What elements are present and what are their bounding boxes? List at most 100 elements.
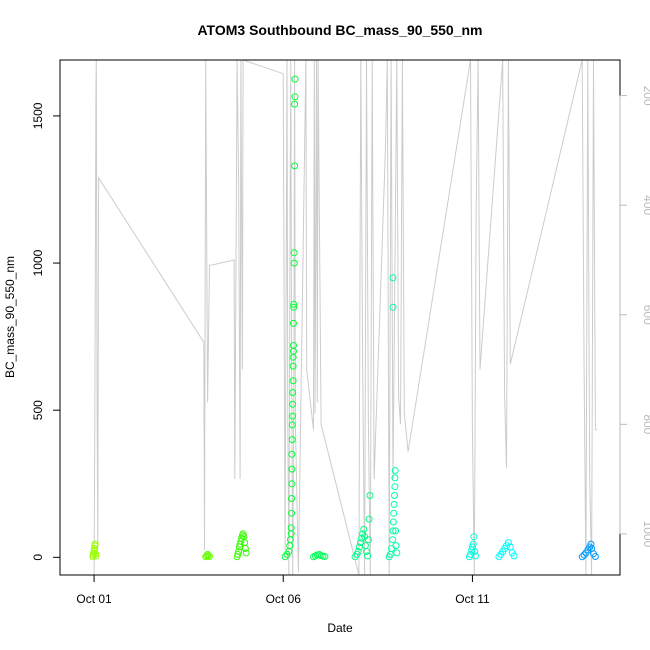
data-series bbox=[385, 274, 401, 561]
data-point bbox=[389, 303, 397, 311]
x-axis: Oct 01 Oct 06 Oct 11 bbox=[76, 574, 490, 606]
data-point bbox=[291, 100, 299, 108]
data-point bbox=[470, 533, 478, 541]
altitude-trace bbox=[93, 60, 598, 575]
data-point bbox=[289, 377, 297, 385]
data-point bbox=[389, 518, 397, 526]
y2-tick-label: 400 bbox=[641, 195, 650, 215]
data-point bbox=[364, 552, 372, 560]
data-series bbox=[233, 530, 250, 561]
data-point bbox=[390, 509, 398, 517]
data-point bbox=[290, 259, 298, 267]
data-point bbox=[287, 524, 295, 532]
data-point bbox=[288, 480, 296, 488]
y-tick-label: 1500 bbox=[31, 102, 45, 129]
data-point bbox=[92, 552, 100, 560]
x-tick-label: Oct 11 bbox=[455, 592, 490, 606]
data-point bbox=[291, 162, 299, 170]
data-point bbox=[291, 93, 299, 101]
y2-tick-label: 200 bbox=[641, 86, 650, 106]
data-point bbox=[288, 465, 296, 473]
data-point bbox=[288, 495, 296, 502]
data-point bbox=[289, 400, 297, 408]
data-point bbox=[391, 492, 398, 499]
data-point bbox=[288, 450, 296, 458]
data-point bbox=[239, 530, 247, 538]
data-point bbox=[578, 553, 586, 561]
y-axis-left: 0 500 1000 1500 bbox=[31, 102, 61, 561]
y2-tick-label: 600 bbox=[641, 305, 650, 325]
x-tick-label: Oct 06 bbox=[266, 592, 302, 606]
data-point bbox=[90, 545, 98, 552]
data-point bbox=[242, 549, 250, 557]
data-point bbox=[291, 75, 299, 83]
data-point bbox=[321, 553, 329, 560]
data-series bbox=[310, 550, 329, 561]
data-point bbox=[389, 527, 397, 535]
data-point bbox=[289, 389, 297, 396]
y-axis-label: BC_mass_90_550_nm bbox=[3, 256, 17, 378]
data-point bbox=[366, 492, 374, 499]
data-series bbox=[89, 540, 100, 561]
data-point bbox=[587, 540, 595, 548]
data-point bbox=[290, 303, 298, 311]
data-point bbox=[392, 542, 400, 550]
data-point bbox=[204, 552, 212, 560]
data-point bbox=[391, 474, 399, 482]
data-series bbox=[202, 550, 213, 561]
y2-tick-label: 800 bbox=[641, 414, 650, 434]
chart-title: ATOM3 Southbound BC_mass_90_550_nm bbox=[197, 22, 482, 38]
data-point bbox=[390, 500, 398, 508]
data-point bbox=[234, 550, 242, 558]
data-point bbox=[391, 467, 399, 474]
data-series bbox=[281, 75, 299, 561]
scatter-points bbox=[89, 75, 599, 561]
data-point bbox=[391, 483, 399, 491]
data-point bbox=[289, 362, 297, 370]
data-point bbox=[510, 552, 518, 560]
data-point bbox=[580, 551, 588, 559]
data-point bbox=[364, 536, 372, 544]
x-tick-label: Oct 01 bbox=[76, 592, 112, 606]
data-point bbox=[288, 509, 296, 517]
data-point bbox=[365, 515, 373, 523]
data-point bbox=[471, 548, 479, 555]
data-point bbox=[392, 527, 400, 535]
data-point bbox=[91, 540, 99, 548]
data-series bbox=[351, 492, 374, 561]
data-point bbox=[393, 549, 401, 557]
data-point bbox=[241, 545, 249, 552]
altitude-line bbox=[93, 60, 598, 575]
data-point bbox=[360, 525, 368, 533]
y-tick-label: 500 bbox=[31, 400, 45, 420]
data-point bbox=[472, 552, 479, 560]
data-series bbox=[495, 539, 518, 561]
data-point bbox=[504, 539, 512, 547]
y-tick-label: 0 bbox=[31, 554, 45, 561]
data-point bbox=[290, 342, 297, 349]
data-point bbox=[469, 540, 477, 548]
x-axis-label: Date bbox=[327, 621, 353, 635]
data-point bbox=[389, 274, 397, 282]
data-series bbox=[465, 533, 479, 561]
y-tick-label: 1000 bbox=[31, 249, 45, 276]
data-point bbox=[288, 421, 296, 429]
data-point bbox=[356, 539, 364, 547]
data-point bbox=[204, 550, 212, 558]
data-point bbox=[290, 300, 298, 308]
data-point bbox=[206, 553, 213, 560]
data-point bbox=[290, 249, 298, 257]
data-point bbox=[289, 412, 297, 420]
data-point bbox=[286, 542, 294, 550]
data-series bbox=[578, 540, 599, 561]
data-point bbox=[591, 553, 599, 560]
data-point bbox=[290, 319, 297, 327]
data-point bbox=[288, 436, 296, 444]
y-axis-right: 200 400 600 800 1000 bbox=[619, 86, 650, 548]
data-point bbox=[389, 536, 397, 544]
y2-tick-label: 1000 bbox=[641, 521, 650, 548]
data-point bbox=[354, 548, 362, 555]
data-point bbox=[363, 548, 370, 555]
data-point bbox=[235, 548, 243, 555]
